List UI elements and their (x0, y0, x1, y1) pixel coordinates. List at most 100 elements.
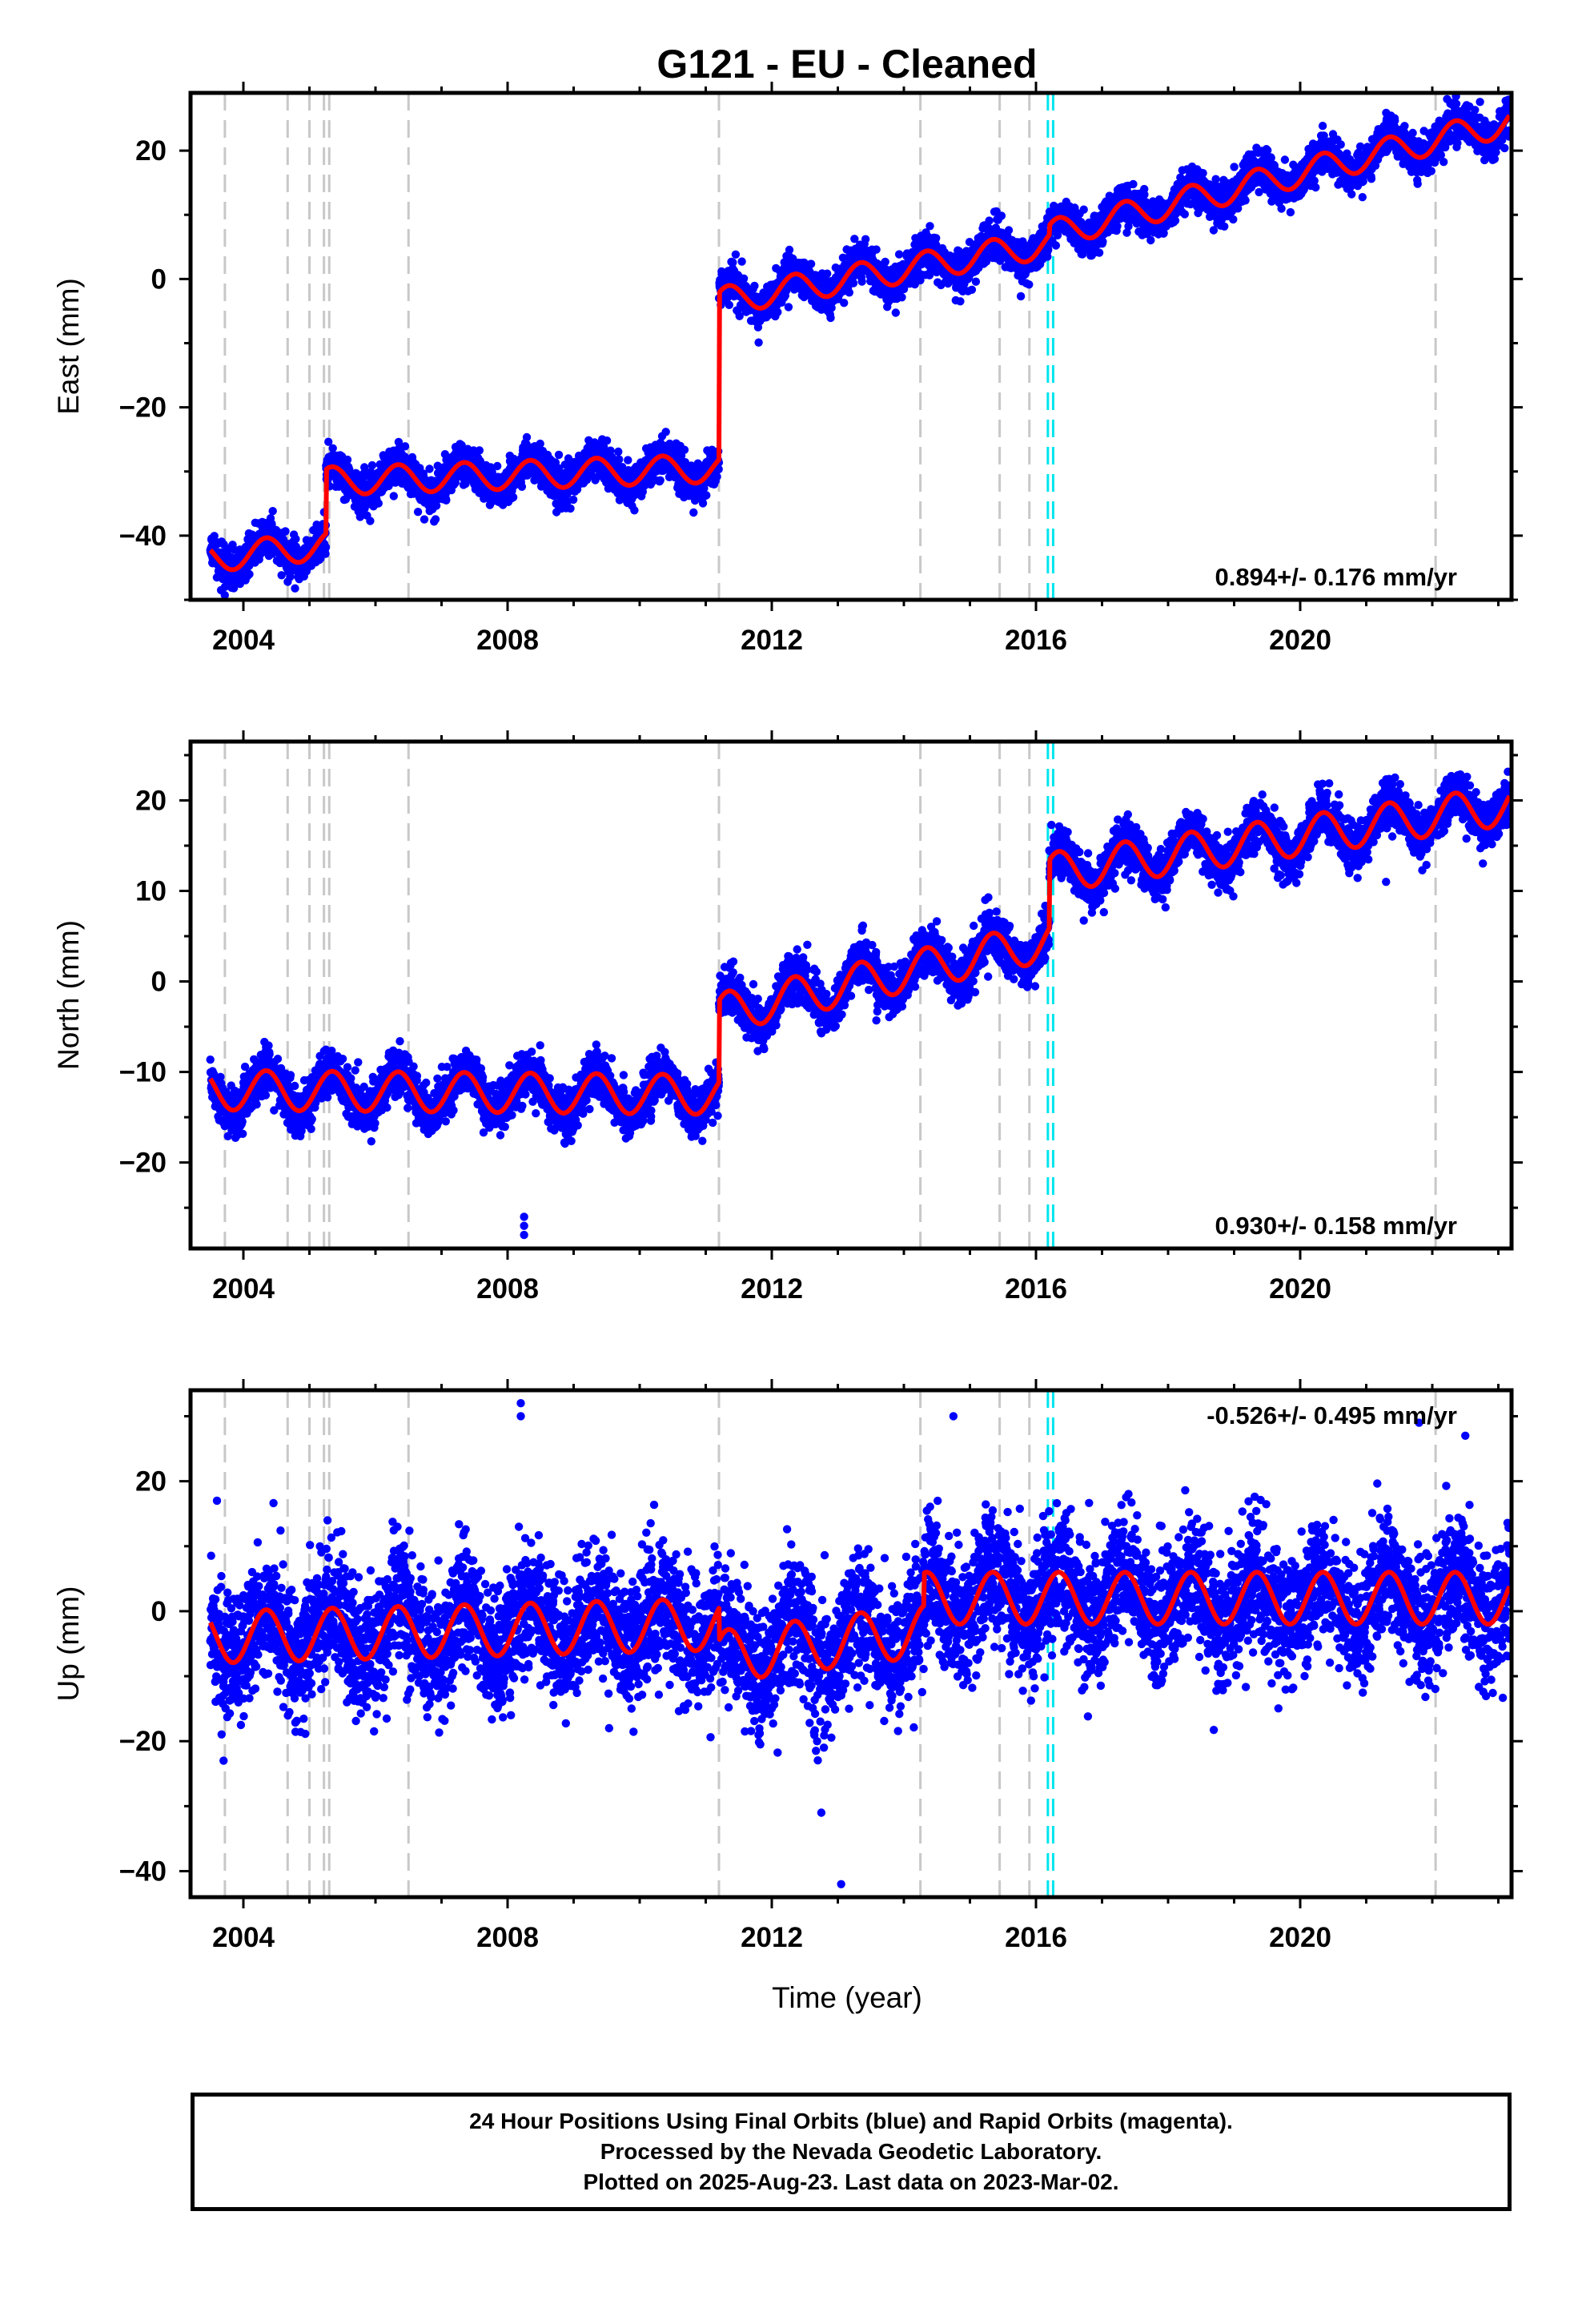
data-point (731, 250, 741, 259)
data-point (680, 445, 689, 454)
data-point (321, 543, 331, 552)
data-point (737, 257, 746, 266)
data-point (806, 259, 816, 268)
data-point (618, 463, 627, 472)
data-point (1230, 163, 1239, 171)
data-point (1211, 175, 1220, 183)
data-point (442, 496, 451, 505)
data-point (245, 569, 254, 579)
data-point (739, 274, 749, 283)
data-point (967, 285, 977, 294)
data-point (566, 504, 575, 513)
data-point (1016, 292, 1026, 301)
data-point (220, 591, 229, 600)
data-point (729, 258, 737, 267)
data-point (461, 479, 470, 489)
data-point (823, 269, 832, 278)
data-point (845, 288, 854, 297)
data-point (281, 527, 290, 536)
data-point (277, 571, 286, 580)
data-point (451, 478, 460, 487)
data-point (374, 499, 383, 508)
data-point (926, 222, 934, 231)
daily-positions (206, 93, 1512, 600)
data-point (857, 277, 866, 286)
data-point (352, 469, 361, 478)
data-point (826, 313, 835, 323)
data-point (229, 584, 239, 593)
data-point (413, 508, 423, 517)
data-point (367, 460, 377, 470)
data-point (1140, 190, 1149, 199)
data-point (630, 506, 639, 515)
data-point (341, 495, 351, 504)
data-point (881, 257, 889, 267)
data-point (1170, 216, 1180, 225)
data-point (1025, 280, 1034, 289)
data-point (872, 245, 881, 254)
data-point (713, 472, 721, 481)
data-point (400, 442, 410, 451)
data-point (602, 436, 612, 445)
data-point (394, 437, 404, 447)
data-point (431, 515, 440, 524)
data-point (1113, 222, 1122, 231)
data-point (1129, 179, 1138, 189)
data-point (624, 456, 632, 464)
data-point (268, 507, 277, 516)
data-point (1094, 248, 1104, 257)
data-point (328, 444, 337, 452)
data-point (840, 299, 849, 308)
data-point (324, 437, 333, 446)
data-point (210, 532, 219, 541)
data-point (425, 464, 434, 473)
data-point (849, 279, 858, 287)
data-point (638, 487, 647, 497)
data-point (1079, 205, 1088, 214)
data-point (360, 463, 369, 472)
data-point (475, 446, 484, 455)
data-point (286, 573, 295, 581)
data-point (1004, 226, 1014, 235)
data-point (956, 297, 965, 306)
data-point (1051, 241, 1061, 250)
data-point (291, 534, 300, 544)
data-point (1220, 222, 1229, 231)
data-point (1180, 210, 1190, 219)
data-point (345, 464, 354, 474)
data-point (1229, 215, 1238, 224)
data-point (985, 216, 994, 225)
data-point (754, 338, 763, 347)
data-point (420, 515, 429, 524)
data-point (894, 250, 904, 259)
data-point (321, 549, 330, 558)
data-point (861, 235, 870, 243)
data-point (536, 439, 544, 448)
data-point (554, 450, 564, 460)
data-point (689, 508, 698, 517)
data-point (702, 491, 711, 500)
data-point (656, 476, 665, 485)
data-point (997, 211, 1006, 220)
data-point (897, 293, 906, 302)
data-point (568, 495, 578, 505)
data-point (615, 455, 624, 464)
data-point (1146, 235, 1155, 245)
data-point (493, 461, 502, 471)
data-point (291, 584, 299, 593)
data-point (600, 442, 608, 452)
data-point (1098, 237, 1107, 246)
data-point (343, 455, 352, 464)
data-point (614, 447, 623, 456)
data-point (784, 303, 793, 312)
data-point (366, 517, 375, 525)
data-point (773, 308, 782, 316)
data-point (522, 432, 532, 442)
data-point (517, 482, 527, 491)
data-point (971, 277, 981, 286)
data-point (606, 446, 615, 455)
data-point (725, 300, 733, 309)
data-point (698, 499, 708, 508)
